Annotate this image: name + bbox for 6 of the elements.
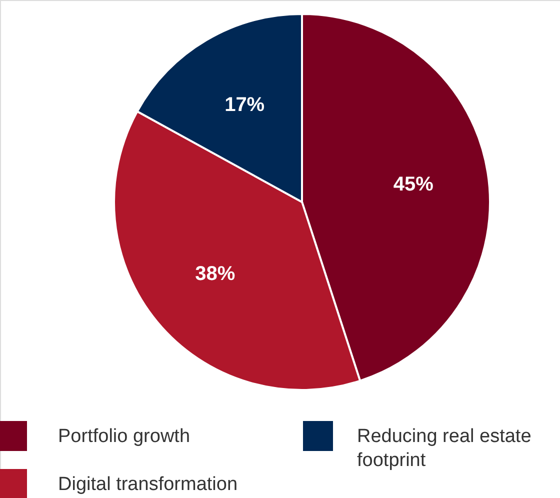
- data-label: 17%: [224, 94, 265, 116]
- legend-label: Reducing real estate footprint: [357, 426, 532, 471]
- data-label: 38%: [195, 262, 236, 285]
- data-label: 45%: [393, 173, 434, 196]
- legend-label: Digital transformation: [58, 474, 238, 495]
- legend-label: Portfolio growth: [58, 426, 190, 447]
